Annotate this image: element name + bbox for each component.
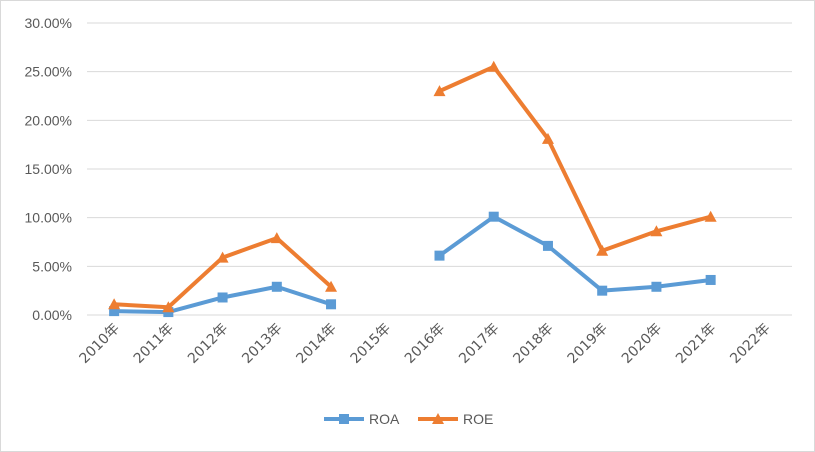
roe-line: [437, 64, 713, 253]
roe-legend-marker: [432, 413, 444, 424]
x-tick-label: 2017年: [456, 321, 502, 367]
roa-point: [597, 285, 608, 296]
roe-point: [650, 225, 663, 237]
x-tick-label: 2012年: [185, 321, 231, 367]
roe-point: [596, 244, 609, 256]
y-tick-label: 5.00%: [32, 258, 72, 274]
series-lines: [108, 60, 717, 318]
y-axis-tick-labels: 0.00% 5.00% 10.00% 15.00% 20.00% 25.00% 30.00%: [25, 15, 72, 323]
y-tick-label: 10.00%: [25, 210, 72, 226]
x-tick-label: 2013年: [239, 321, 285, 367]
roa-point: [651, 281, 662, 292]
x-tick-label: 2010年: [77, 321, 123, 367]
roa-point: [542, 240, 553, 251]
y-tick-label: 15.00%: [25, 161, 72, 177]
roe-point: [216, 251, 229, 263]
x-tick-label: 2014年: [293, 321, 339, 367]
x-tick-label: 2021年: [673, 321, 719, 367]
y-tick-label: 25.00%: [25, 64, 72, 80]
roe-point: [433, 85, 446, 97]
x-axis-tick-labels: 2010年 2011年 2012年 2013年 2014年 2015年 2016年 2017年…: [77, 321, 774, 367]
x-tick-label: 2011年: [131, 321, 177, 367]
roe-point: [162, 301, 175, 313]
x-tick-label: 2022年: [727, 321, 773, 367]
x-tick-label: 2018年: [510, 321, 556, 367]
x-tick-label: 2020年: [619, 321, 665, 367]
y-tick-label: 20.00%: [25, 112, 72, 128]
x-tick-label: 2019年: [565, 321, 611, 367]
roa-point: [434, 250, 445, 261]
roe-point: [704, 210, 717, 222]
roe-legend-label: ROE: [463, 411, 493, 427]
roe-point: [108, 298, 121, 310]
gridlines: [87, 22, 792, 316]
roa-point: [217, 292, 228, 303]
roa-point: [488, 211, 499, 222]
roe-point: [487, 60, 500, 72]
x-tick-label: 2016年: [402, 321, 448, 367]
roa-point: [271, 281, 282, 292]
y-tick-label: 0.00%: [32, 307, 72, 323]
roa-point: [705, 274, 716, 285]
roa-point: [109, 306, 120, 317]
y-tick-label: 30.00%: [25, 15, 72, 31]
roa-legend-marker: [339, 414, 349, 424]
roa-legend-label: ROA: [369, 411, 400, 427]
roe-point: [270, 232, 283, 244]
legend: ROA ROE: [324, 411, 493, 427]
roa-point: [326, 299, 337, 310]
x-tick-label: 2015年: [348, 321, 394, 367]
roe-point: [325, 280, 338, 292]
roe-point: [541, 132, 554, 144]
roa-line: [437, 214, 713, 293]
